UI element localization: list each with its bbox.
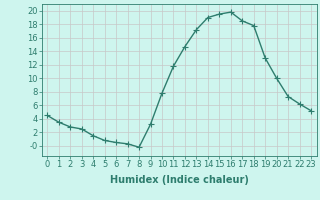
X-axis label: Humidex (Indice chaleur): Humidex (Indice chaleur) xyxy=(110,175,249,185)
